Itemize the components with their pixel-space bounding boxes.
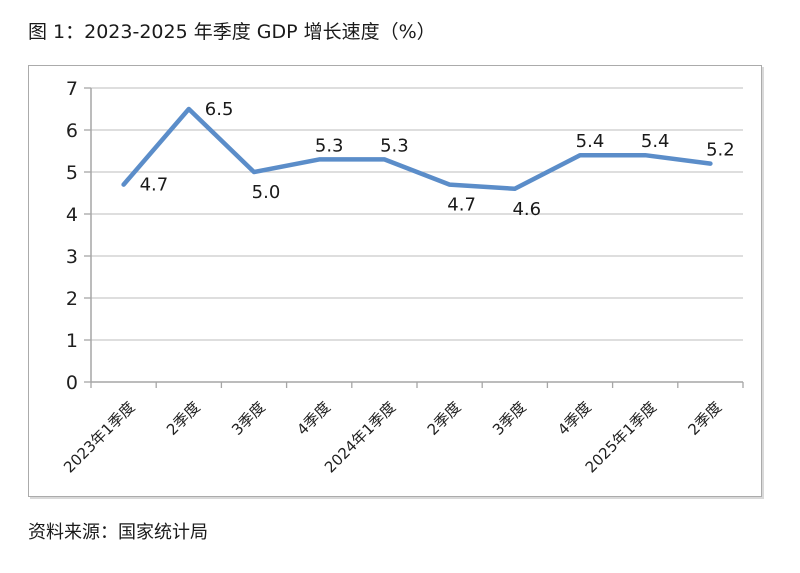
x-tick-label: 2季度 [424, 398, 465, 439]
page-title: 图 1：2023-2025 年季度 GDP 增长速度（%） [28, 21, 436, 43]
y-tick-label: 1 [66, 330, 78, 352]
x-tick-label: 4季度 [293, 398, 334, 439]
data-label: 4.6 [512, 199, 541, 220]
data-label: 5.3 [315, 135, 344, 156]
axes [84, 87, 744, 388]
y-tick-label: 2 [66, 288, 78, 310]
gridlines [91, 87, 743, 341]
data-label: 5.4 [576, 131, 605, 152]
data-labels: 4.7 6.5 5.0 5.3 5.3 4.7 4.6 5.4 5.4 5.2 [140, 99, 735, 220]
data-label: 5.0 [252, 182, 281, 203]
x-tick-label: 2季度 [163, 398, 204, 439]
gdp-growth-line [121, 106, 713, 192]
chart-frame: 0 1 2 3 4 5 6 7 2023年1季度 2季度 3季度 4季度 2024年1季度 2季度 3季度 4… [28, 65, 762, 497]
data-label: 6.5 [205, 99, 234, 120]
x-tick-label: 3季度 [228, 398, 269, 439]
y-tick-label: 3 [66, 246, 78, 268]
x-tick-label: 2季度 [685, 398, 726, 439]
x-tick-label: 4季度 [554, 398, 595, 439]
x-tick-label: 3季度 [489, 398, 530, 439]
data-label: 5.4 [641, 131, 670, 152]
source-note: 资料来源：国家统计局 [28, 522, 208, 543]
y-tick-label: 4 [66, 204, 78, 226]
data-label: 4.7 [447, 195, 476, 216]
data-label: 4.7 [140, 175, 169, 196]
y-axis-labels: 0 1 2 3 4 5 6 7 [66, 78, 78, 394]
data-label: 5.3 [380, 135, 409, 156]
x-tick-label: 2023年1季度 [60, 398, 138, 476]
data-label: 5.2 [706, 140, 735, 161]
y-tick-label: 5 [66, 162, 78, 184]
series-line [121, 106, 713, 192]
y-tick-label: 6 [66, 120, 78, 142]
y-tick-label: 7 [66, 78, 78, 100]
y-tick-label: 0 [66, 372, 78, 394]
